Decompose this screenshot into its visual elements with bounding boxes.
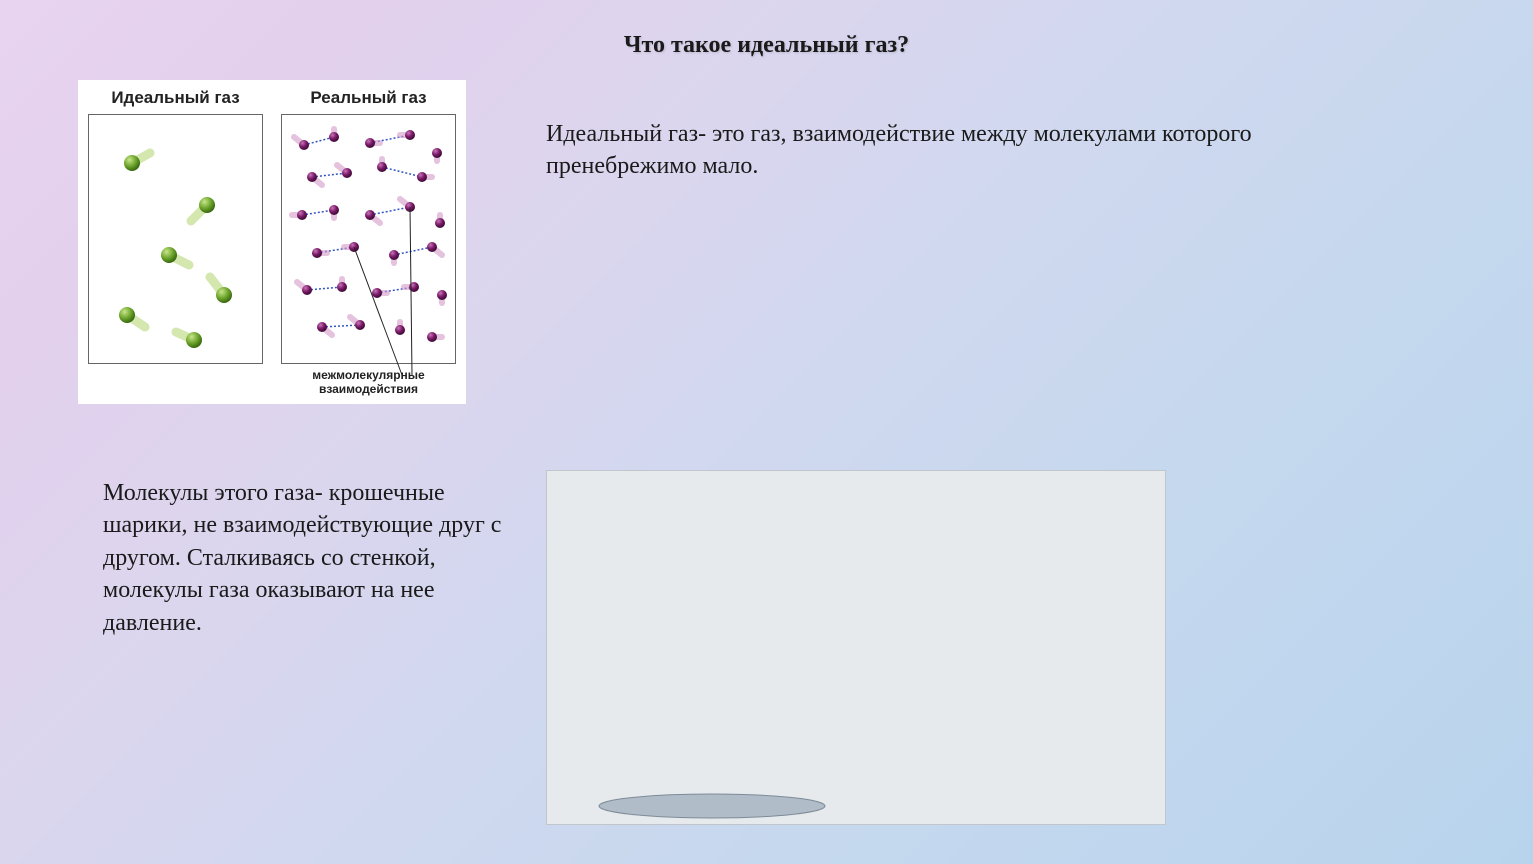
ideal-gas-label: Идеальный газ: [111, 88, 239, 108]
ideal-gas-box: [88, 114, 263, 364]
page-title: Что такое идеальный газ?: [624, 32, 909, 59]
real-gas-column: Реальный газ межмолекулярные взаимодейст…: [281, 88, 456, 396]
bottom-figure-svg: [547, 471, 1167, 826]
real-gas-diagram: [282, 115, 457, 365]
description-paragraph: Молекулы этого газа- крошечные шарики, н…: [103, 477, 513, 639]
bottom-figure: [546, 470, 1166, 825]
real-gas-label: Реальный газ: [310, 88, 426, 108]
real-gas-caption: межмолекулярные взаимодействия: [281, 368, 456, 396]
ideal-gas-column: Идеальный газ: [88, 88, 263, 396]
gas-panels: Идеальный газ Реальный газ межмолекулярн…: [78, 80, 466, 404]
ideal-gas-diagram: [89, 115, 264, 365]
definition-text: Идеальный газ- это газ, взаимодействие м…: [546, 118, 1306, 183]
real-gas-box: [281, 114, 456, 364]
